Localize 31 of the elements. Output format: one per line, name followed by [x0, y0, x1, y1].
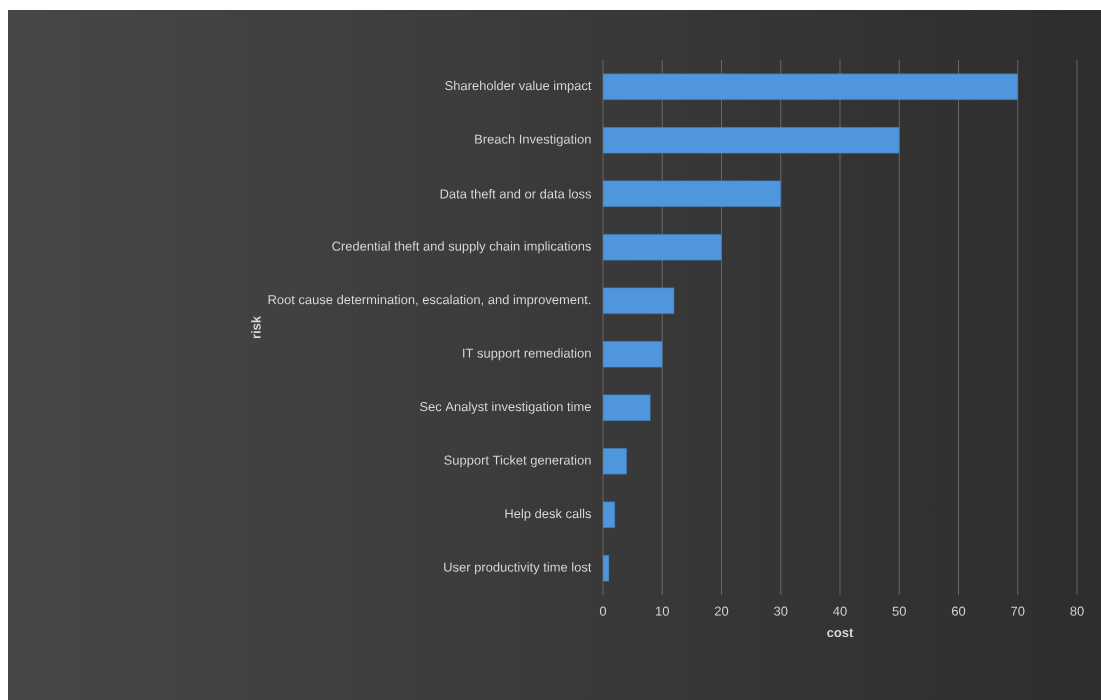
x-tick-label: 80: [1070, 606, 1084, 616]
y-tick-label: Credential theft and supply chain implications: [332, 241, 591, 254]
y-tick-label: Data theft and or data loss: [440, 188, 591, 199]
bar: [603, 127, 900, 154]
x-tick-label: 60: [951, 606, 966, 616]
y-tick-label: User productivity time lost: [444, 562, 592, 575]
y-tick-label: IT support remediation: [463, 348, 591, 361]
x-tick-label: 10: [656, 606, 669, 616]
x-axis-title: cost: [827, 628, 854, 638]
y-tick-label: Support Ticket generation: [444, 455, 591, 468]
x-tick-label: 20: [714, 606, 729, 616]
bar: [603, 180, 781, 207]
y-tick-label: Breach Investigation: [475, 134, 591, 147]
x-tick-label: 40: [833, 606, 847, 616]
y-tick-label: Help desk calls: [505, 508, 591, 521]
bar: [603, 501, 616, 528]
y-tick-label: Shareholder value impact: [445, 80, 592, 93]
bar: [603, 234, 722, 261]
bar: [603, 555, 610, 582]
y-axis-title: risk: [251, 315, 261, 339]
bar: [603, 448, 627, 475]
bar: [603, 73, 1018, 100]
x-tick-label: 50: [892, 606, 906, 616]
y-tick-label: Sec Analyst investigation time: [420, 401, 591, 414]
bar: [603, 394, 651, 421]
bar: [603, 287, 675, 314]
y-tick-label: Root cause determination, escalation, and improvement.: [268, 294, 591, 307]
bar: [603, 341, 663, 368]
x-tick-label: 30: [774, 606, 788, 616]
x-tick-label: 0: [599, 606, 607, 616]
x-tick-label: 70: [1011, 606, 1025, 616]
